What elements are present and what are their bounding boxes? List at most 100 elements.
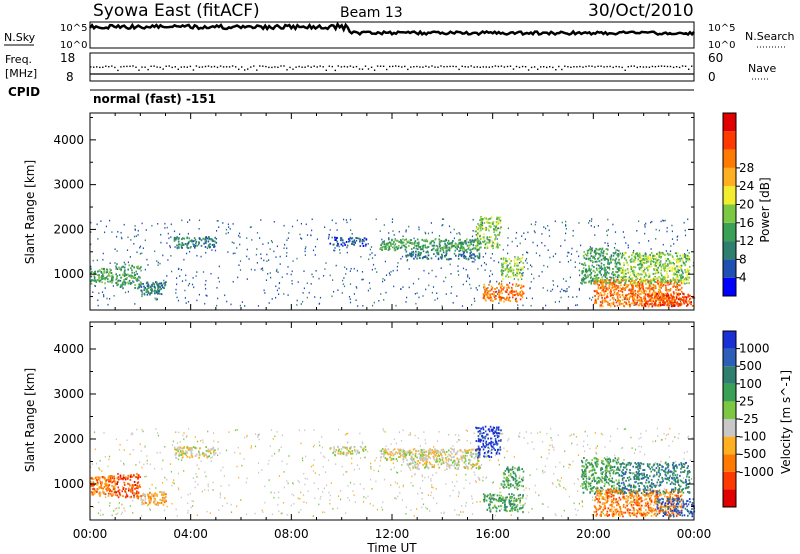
data-cell [651, 257, 654, 259]
data-cell [656, 281, 658, 284]
data-cell [137, 234, 139, 236]
data-cell [616, 292, 618, 295]
data-cell [340, 243, 343, 246]
data-cell [654, 255, 657, 257]
nave-dot [99, 66, 101, 69]
data-cell [390, 245, 392, 247]
data-cell [405, 250, 408, 253]
data-cell [184, 243, 187, 245]
data-cell [394, 239, 396, 242]
data-cell [164, 281, 166, 284]
data-cell [633, 260, 636, 262]
nave-dot [585, 65, 587, 68]
data-cell [666, 298, 669, 301]
data-cell [114, 262, 116, 264]
data-cell [369, 478, 372, 481]
data-cell [399, 247, 402, 249]
data-cell [628, 301, 630, 303]
data-cell [244, 436, 246, 439]
data-cell [527, 251, 529, 254]
data-cell [123, 270, 126, 273]
data-cell [656, 261, 658, 264]
data-cell [110, 475, 112, 477]
data-cell [133, 481, 136, 483]
data-cell [545, 304, 547, 307]
data-cell [602, 279, 605, 282]
data-cell [196, 514, 198, 516]
data-cell [365, 243, 367, 246]
data-cell [530, 304, 532, 307]
data-cell [374, 267, 376, 270]
nave-dot [228, 66, 231, 68]
data-cell [472, 247, 475, 250]
data-cell [622, 296, 625, 299]
data-cell [637, 284, 640, 287]
nave-dot [165, 65, 167, 67]
data-cell [542, 470, 544, 472]
data-cell [417, 492, 419, 495]
data-cell [96, 479, 98, 482]
data-cell [554, 301, 556, 303]
data-cell [600, 282, 603, 285]
data-cell [91, 463, 94, 465]
data-cell [566, 290, 568, 292]
data-cell [599, 301, 602, 304]
data-cell [93, 275, 95, 277]
data-cell [107, 303, 109, 306]
data-cell [656, 304, 658, 307]
data-cell [381, 246, 383, 249]
data-cell [669, 266, 671, 269]
data-cell [684, 264, 686, 267]
data-cell [494, 454, 496, 457]
data-cell [108, 487, 111, 490]
data-cell [118, 502, 120, 504]
data-cell [596, 274, 598, 276]
data-cell [105, 488, 107, 490]
data-cell [367, 243, 369, 245]
data-cell [566, 255, 568, 257]
data-cell [213, 440, 215, 442]
data-cell [230, 503, 232, 506]
data-cell [401, 255, 404, 258]
data-cell [667, 258, 669, 260]
data-cell [126, 477, 129, 480]
data-cell [163, 282, 165, 285]
data-cell [425, 459, 427, 461]
nave-dot [452, 65, 454, 68]
data-cell [632, 287, 635, 290]
nave-dot [630, 65, 632, 67]
data-cell [251, 239, 253, 241]
data-cell [519, 271, 521, 274]
data-cell [318, 474, 320, 476]
data-cell [458, 492, 460, 495]
data-cell [503, 456, 506, 459]
data-cell [609, 291, 611, 294]
nave-dot [546, 66, 548, 69]
data-cell [581, 501, 583, 503]
data-cell [590, 249, 592, 252]
data-cell [662, 294, 665, 297]
data-cell [664, 268, 667, 271]
data-cell [631, 254, 633, 257]
data-cell [522, 304, 524, 307]
data-cell [111, 231, 113, 233]
data-cell [109, 268, 111, 271]
data-cell [135, 277, 137, 280]
data-cell [475, 245, 477, 247]
data-cell [111, 279, 114, 282]
data-cell [299, 233, 301, 236]
data-cell [525, 497, 527, 500]
data-cell [546, 432, 548, 435]
data-cell [535, 221, 537, 223]
data-cell [480, 229, 482, 232]
data-cell [107, 274, 109, 277]
data-cell [361, 242, 364, 245]
data-cell [324, 226, 326, 228]
data-cell [667, 283, 669, 286]
data-cell [622, 277, 624, 279]
data-cell [471, 498, 473, 500]
data-cell [623, 254, 625, 256]
data-cell [657, 252, 659, 254]
data-cell [659, 261, 662, 264]
data-cell [337, 289, 339, 291]
